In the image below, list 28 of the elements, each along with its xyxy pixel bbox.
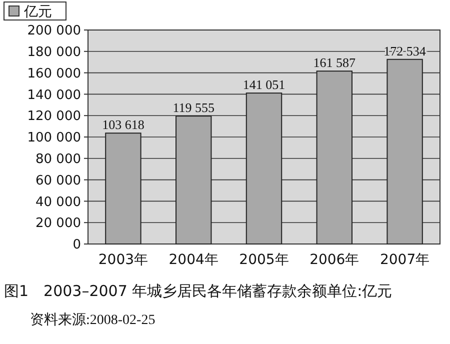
y-tick-label: 0 (72, 238, 81, 253)
bar (246, 92, 282, 244)
x-tick-label: 2003年 (98, 252, 148, 268)
y-tick-label: 100 000 (27, 130, 81, 146)
bar (386, 58, 423, 244)
bar (176, 116, 212, 244)
y-tick-label: 180 000 (27, 44, 81, 60)
x-tick-label: 2005年 (239, 252, 289, 268)
y-tick-label: 140 000 (27, 88, 81, 103)
x-tick-label: 2004年 (168, 252, 218, 268)
legend-label: 亿元 (23, 4, 52, 20)
data-label: 161 587 (313, 55, 356, 70)
y-tick-label: 80 000 (36, 152, 81, 167)
text: 图1 2003–2007 年城乡居民各年储蓄存款余额单位:亿元 (4, 282, 392, 300)
y-tick-label: 200 000 (27, 24, 81, 39)
x-tick-label: 2006年 (310, 252, 360, 268)
bar (105, 132, 142, 244)
y-tick-label: 160 000 (27, 66, 81, 82)
bar (316, 70, 352, 244)
y-tick-label: 60 000 (36, 173, 81, 188)
data-label: 119 555 (172, 100, 214, 116)
y-tick-label: 20 000 (36, 216, 81, 232)
text: 资料来源:2008-02-25 (30, 312, 156, 328)
y-tick-label: 40 000 (36, 194, 81, 210)
y-tick-label: 120 000 (27, 109, 81, 124)
x-tick-label: 2007年 (380, 252, 430, 268)
data-label: 141 051 (242, 77, 286, 92)
data-label: 103 618 (102, 117, 144, 132)
